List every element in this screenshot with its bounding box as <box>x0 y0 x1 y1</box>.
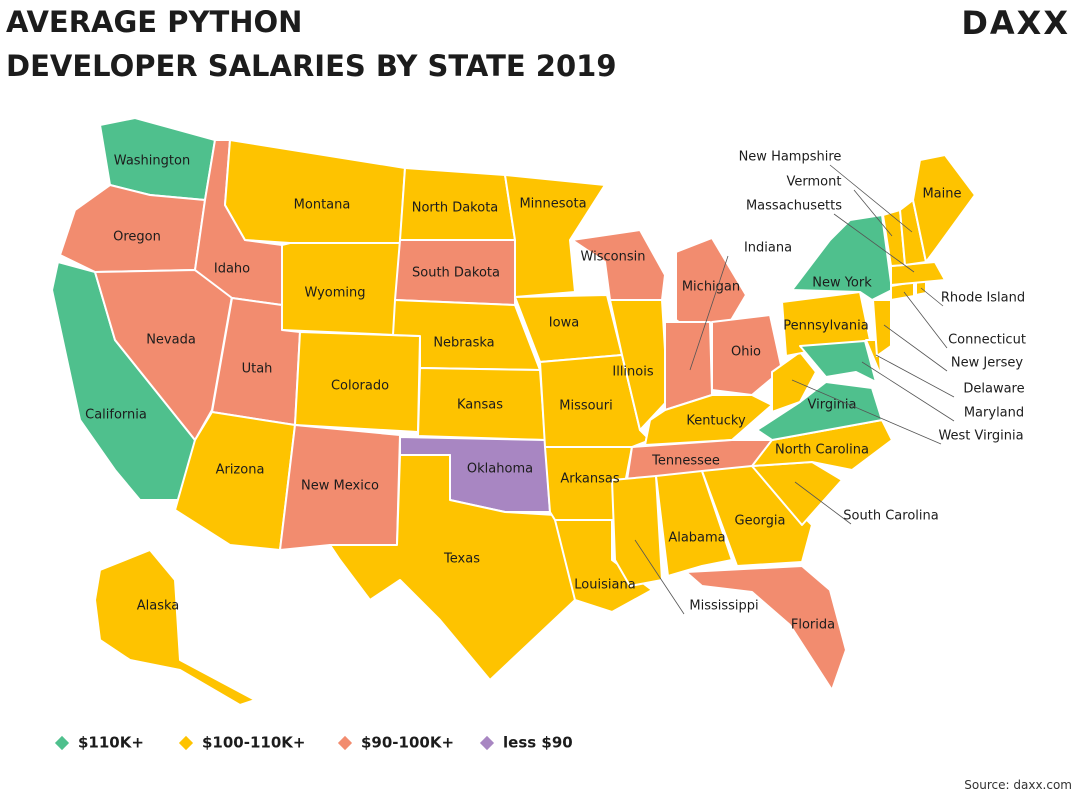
state-label: Rhode Island <box>941 291 1025 306</box>
state-label: Massachusetts <box>746 199 842 214</box>
state-label: Nebraska <box>433 336 494 351</box>
source: Source: daxx.com <box>964 778 1072 792</box>
state-label: Virginia <box>807 398 856 413</box>
state-label: Alabama <box>668 531 725 546</box>
title-line: DEVELOPER SALARIES BY STATE 2019 <box>6 49 617 83</box>
legend-swatch <box>178 735 194 751</box>
state-shape <box>872 299 892 357</box>
state-shape <box>329 454 576 681</box>
state-label: Louisiana <box>574 578 635 593</box>
state-label: Pennsylvania <box>783 319 868 334</box>
legend-label: less $90 <box>503 734 573 752</box>
legend-swatch <box>54 735 70 751</box>
state-label: Maryland <box>964 406 1024 421</box>
state-label: Georgia <box>735 514 786 529</box>
leader-line <box>861 361 955 422</box>
state-label: Wyoming <box>304 286 365 301</box>
state-label: South Dakota <box>412 266 500 281</box>
state-shape <box>571 229 666 301</box>
legend-swatch <box>337 735 353 751</box>
legend-label: $90-100K+ <box>361 734 454 752</box>
state-label: Iowa <box>549 316 579 331</box>
state-label: Alaska <box>137 599 180 614</box>
state-label: Arizona <box>216 463 265 478</box>
state-shape <box>711 314 783 396</box>
state-label: Florida <box>791 618 835 633</box>
state-label: Ohio <box>731 345 761 360</box>
legend: $110K+ $100-110K+ $90-100K+ less $90 <box>54 734 573 752</box>
leader-line <box>903 291 948 349</box>
title-line: AVERAGE PYTHON <box>6 5 302 39</box>
leader-line <box>875 354 955 398</box>
state-label: Missouri <box>559 399 613 414</box>
state-label: Utah <box>242 362 273 377</box>
leader-line <box>920 287 944 307</box>
state-label: New Jersey <box>951 356 1023 371</box>
leader-line <box>829 164 913 233</box>
state-label: Montana <box>294 198 351 213</box>
state-shape <box>685 565 847 691</box>
leader-line <box>634 539 685 615</box>
state-label: South Carolina <box>843 509 938 524</box>
leader-line <box>794 481 852 525</box>
state-label: Tennessee <box>651 454 720 469</box>
state-shape <box>799 340 877 383</box>
state-label: Maine <box>922 187 961 202</box>
state-shape <box>554 519 653 613</box>
leader-line <box>689 255 729 371</box>
state-label: Texas <box>443 552 480 567</box>
state-shape <box>609 299 669 431</box>
leader-line <box>883 324 948 372</box>
state-label: North Carolina <box>775 443 869 458</box>
state-shape <box>912 154 976 263</box>
state-label: West Virginia <box>938 429 1023 444</box>
leader-line <box>791 379 942 445</box>
state-label: New Mexico <box>301 479 379 494</box>
state-shape <box>504 174 606 298</box>
state-label: Oregon <box>113 230 161 245</box>
state-label: Idaho <box>214 262 250 277</box>
state-label: Kansas <box>457 398 503 413</box>
legend-swatch <box>479 735 495 751</box>
state-label: Kentucky <box>686 414 746 429</box>
leader-line <box>853 189 893 237</box>
state-label: Michigan <box>682 280 740 295</box>
state-shape <box>701 465 813 567</box>
state-label: Wisconsin <box>581 250 646 265</box>
state-label: Vermont <box>787 175 842 190</box>
state-label: Connecticut <box>948 333 1026 348</box>
legend-label: $100-110K+ <box>202 734 305 752</box>
state-shape <box>611 475 663 587</box>
us-map: Washington Oregon California Nevada Idaho Mon… <box>51 117 1026 706</box>
state-label: Nevada <box>146 333 196 348</box>
legend-label: $110K+ <box>78 734 144 752</box>
state-label: Minnesota <box>519 197 586 212</box>
state-shape <box>94 549 256 706</box>
state-shape <box>655 470 733 577</box>
state-label: Delaware <box>963 382 1024 397</box>
logo: DAXX <box>961 4 1070 42</box>
state-label: New York <box>812 276 872 291</box>
state-label: California <box>85 408 147 423</box>
state-label: Arkansas <box>560 472 619 487</box>
state-label: North Dakota <box>412 201 499 216</box>
state-shape <box>224 139 406 244</box>
state-label: Illinois <box>612 365 653 380</box>
leader-line <box>833 213 915 273</box>
state-label: Indiana <box>744 241 792 256</box>
state-label: New Hampshire <box>739 150 842 165</box>
state-label: Colorado <box>331 379 389 394</box>
state-label: Oklahoma <box>467 462 533 477</box>
state-label: Washington <box>114 154 190 169</box>
state-shape <box>59 184 206 273</box>
state-label: Mississippi <box>689 599 758 614</box>
